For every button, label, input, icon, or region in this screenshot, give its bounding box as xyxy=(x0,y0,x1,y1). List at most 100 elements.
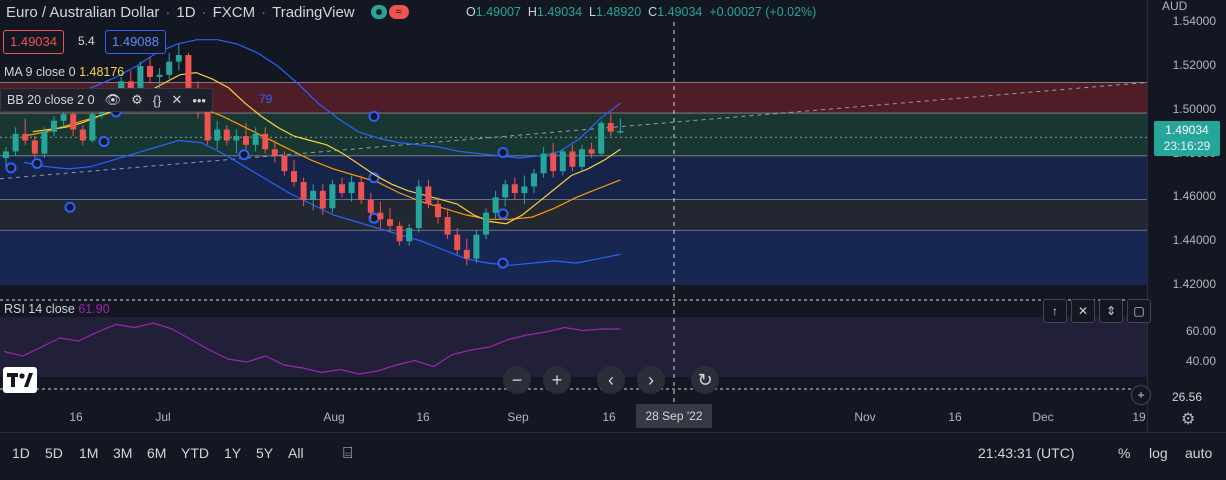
candle-body xyxy=(3,151,9,158)
candle-body xyxy=(271,149,278,156)
calendar-range-icon[interactable]: ⌸ xyxy=(343,445,353,462)
more-icon[interactable]: ••• xyxy=(192,92,206,108)
candle-body xyxy=(617,131,624,133)
pivot-marker xyxy=(368,110,380,122)
range-1m[interactable]: 1M xyxy=(79,445,99,461)
pane-close-button[interactable]: ✕ xyxy=(1071,299,1095,323)
auto-toggle[interactable]: auto xyxy=(1185,445,1213,461)
time-label: 16 xyxy=(602,410,616,424)
candle-body xyxy=(483,212,489,235)
pivot-marker xyxy=(497,208,509,220)
price-zones xyxy=(0,82,1147,285)
candle-body xyxy=(406,228,413,242)
candle-body xyxy=(579,149,585,167)
bb-label: BB 20 close 2 0 xyxy=(7,93,95,107)
spread-value: 5.4 xyxy=(78,34,95,48)
market-status-toggle[interactable]: ≈ xyxy=(370,5,409,19)
chart-header: Euro / Australian Dollar · 1D · FXCM · T… xyxy=(6,3,409,21)
low-value: 1.48920 xyxy=(596,5,642,19)
ma-legend[interactable]: MA 9 close 0 1.48176 xyxy=(4,65,124,79)
zone-gray xyxy=(0,199,1147,231)
candle-body xyxy=(444,217,451,235)
percent-toggle[interactable]: % xyxy=(1118,445,1131,461)
candle-body xyxy=(454,234,461,250)
range-6m[interactable]: 6M xyxy=(147,445,167,461)
bb-upper-line xyxy=(35,39,621,159)
add-plus-icon[interactable]: + xyxy=(1131,385,1151,405)
pivot-marker xyxy=(238,149,250,161)
candle-body xyxy=(204,111,211,141)
bar-countdown: 23:16:29 xyxy=(1163,139,1211,153)
candle-body xyxy=(329,184,336,209)
candle-body xyxy=(156,74,163,77)
time-label: Aug xyxy=(323,410,345,424)
range-1y[interactable]: 1Y xyxy=(224,445,242,461)
candle-body xyxy=(607,122,614,132)
candle-body xyxy=(559,151,566,172)
bb-legend[interactable]: BB 20 close 2 0 👁 ⚙ {} ✕ ••• 79 xyxy=(0,88,272,112)
range-5d[interactable]: 5D xyxy=(45,445,63,461)
candle-body xyxy=(387,219,393,226)
pane-collapse-button[interactable]: ⇕ xyxy=(1099,299,1123,323)
utc-clock[interactable]: 21:43:31 (UTC) xyxy=(978,445,1075,461)
zoom-in-button[interactable]: + xyxy=(543,366,571,394)
candle-body xyxy=(291,171,297,183)
price-axis-label: 1.50000 xyxy=(1172,101,1216,116)
candle-body xyxy=(118,81,125,95)
candle-body xyxy=(214,129,221,141)
candle-body xyxy=(521,186,528,194)
range-ytd[interactable]: YTD xyxy=(181,445,209,461)
candle-body xyxy=(502,184,509,198)
candle-body xyxy=(598,122,605,154)
range-5y[interactable]: 5Y xyxy=(256,445,274,461)
candle-body xyxy=(473,234,480,259)
exchange-label: FXCM xyxy=(212,3,256,21)
ohlc-values: O1.49007 H1.49034 L1.48920 C1.49034 +0.0… xyxy=(466,5,817,19)
braces-icon[interactable]: {} xyxy=(152,92,162,108)
symbol-title[interactable]: Euro / Australian Dollar xyxy=(6,3,160,21)
time-label: Nov xyxy=(854,410,876,424)
candle-body xyxy=(348,182,355,194)
candle-body xyxy=(425,186,432,204)
pane-move-up-button[interactable]: ↑ xyxy=(1043,299,1067,323)
zoom-out-button[interactable]: − xyxy=(503,366,531,394)
time-label: Dec xyxy=(1032,410,1054,424)
scroll-left-button[interactable]: ‹ xyxy=(597,366,625,394)
candle-body xyxy=(233,136,240,141)
reset-chart-button[interactable]: ↻ xyxy=(691,366,719,394)
range-3m[interactable]: 3M xyxy=(113,445,133,461)
candle-body xyxy=(358,182,365,200)
pivot-marker xyxy=(98,136,110,148)
sell-button[interactable]: 1.49034 xyxy=(3,30,64,54)
eye-icon[interactable]: 👁 xyxy=(104,92,122,107)
interval-label[interactable]: 1D xyxy=(176,3,196,21)
rsi-legend[interactable]: RSI 14 close 61.90 xyxy=(4,302,110,316)
buy-button[interactable]: 1.49088 xyxy=(105,30,166,54)
zone-navy xyxy=(0,230,1147,285)
pivot-marker xyxy=(64,201,76,213)
candle-body xyxy=(252,133,259,145)
candle-body xyxy=(41,131,48,154)
wave-icon: ≈ xyxy=(388,5,409,19)
tradingview-logo-icon[interactable] xyxy=(3,367,37,393)
ma-label: MA 9 close 0 xyxy=(4,65,76,79)
log-toggle[interactable]: log xyxy=(1149,445,1168,461)
candle-body xyxy=(569,151,576,167)
candle-body xyxy=(540,153,547,174)
range-1d[interactable]: 1D xyxy=(12,445,30,461)
time-label: 16 xyxy=(69,410,83,424)
settings-gear-icon[interactable]: ⚙ xyxy=(1181,411,1196,428)
pane-maximize-button[interactable]: ▢ xyxy=(1127,299,1151,323)
gear-icon[interactable]: ⚙ xyxy=(131,92,143,107)
candle-body xyxy=(89,114,96,141)
time-label: 16 xyxy=(416,410,430,424)
candle-body xyxy=(377,212,384,220)
rsi-value: 61.90 xyxy=(78,302,110,316)
close-icon[interactable]: ✕ xyxy=(171,92,183,107)
scroll-right-button[interactable]: › xyxy=(637,366,665,394)
range-all[interactable]: All xyxy=(288,445,304,461)
candle-body xyxy=(223,129,230,141)
price-axis-label: 1.54000 xyxy=(1172,14,1216,29)
currency-label[interactable]: AUD xyxy=(1162,0,1188,13)
open-value: 1.49007 xyxy=(475,5,521,19)
